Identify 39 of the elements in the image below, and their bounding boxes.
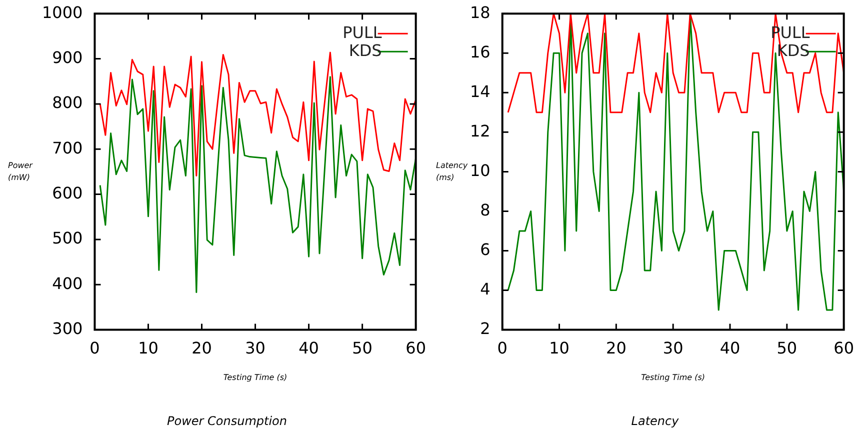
y-tick-label: 8 — [480, 200, 490, 220]
x-tick-label: 50 — [776, 338, 798, 358]
x-tick-label: 20 — [192, 338, 212, 358]
x-axis-title: Testing Time (s) — [223, 372, 288, 382]
text: Latency — [631, 414, 680, 428]
x-tick-label: 50 — [352, 338, 372, 358]
y-axis-title: Latency (ms) — [436, 160, 468, 182]
x-axis-title: Testing Time (s) — [641, 372, 706, 382]
y-tick-label: 14 — [470, 82, 490, 101]
x-tick-label: 40 — [720, 338, 740, 358]
text: Power Consumption — [167, 414, 287, 428]
y-tick-label: 300 — [52, 318, 83, 338]
x-tick-label: 30 — [662, 338, 684, 358]
x-tick-label: 60 — [834, 338, 854, 358]
y-tick-label: 4 — [480, 279, 490, 298]
y-tick-label: 16 — [470, 42, 490, 62]
y-tick-label: 2 — [480, 318, 490, 338]
y-tick-label: 600 — [52, 183, 83, 202]
y-tick-label: 900 — [52, 48, 83, 67]
x-tick-label: 20 — [606, 338, 626, 358]
x-tick-label: 40 — [298, 338, 319, 358]
x-tick-label: 0 — [497, 338, 508, 358]
y-tick-label: 500 — [52, 228, 83, 248]
legend-label: KDS — [348, 40, 382, 60]
y-tick-label: 800 — [52, 93, 83, 112]
y-tick-label: 700 — [52, 138, 83, 158]
y-axis-title: Power (mW) — [8, 160, 34, 182]
y-tick-label: 400 — [52, 274, 83, 293]
x-tick-label: 30 — [245, 338, 266, 358]
y-tick-label: 10 — [470, 160, 490, 180]
x-tick-label: 0 — [90, 338, 100, 358]
y-tick-label: 1000 — [42, 2, 83, 22]
x-tick-label: 60 — [406, 338, 426, 358]
legend-label: PULL — [342, 22, 382, 42]
y-tick-label: 6 — [480, 240, 490, 259]
y-tick-label: 12 — [470, 121, 490, 140]
x-tick-label: 10 — [549, 338, 570, 358]
x-tick-label: 10 — [138, 338, 158, 358]
y-tick-label: 18 — [470, 2, 490, 22]
